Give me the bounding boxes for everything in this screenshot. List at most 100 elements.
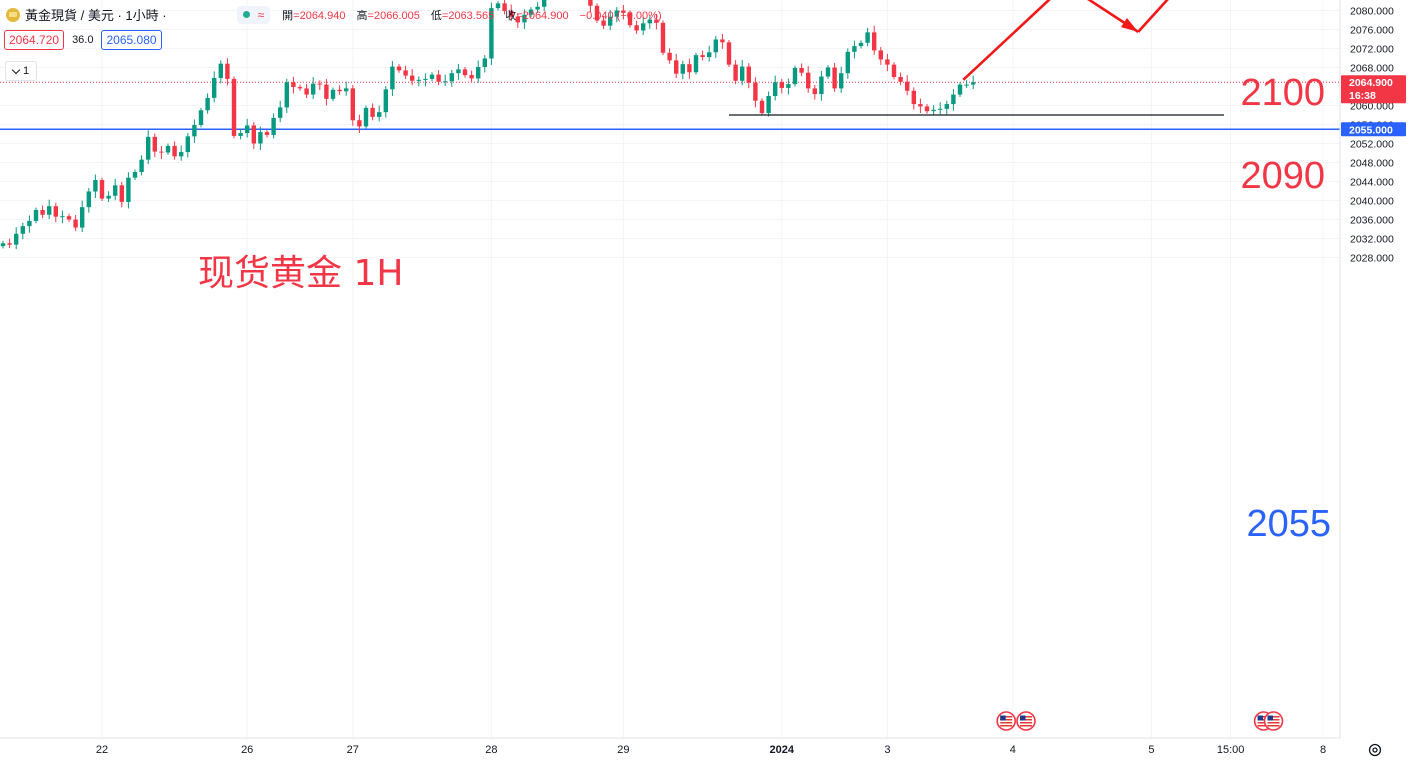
candle-body — [40, 210, 45, 215]
candle — [832, 63, 837, 92]
flag-ring — [1263, 711, 1284, 731]
time-axis: 22 26 27 28 29 2024 3 4 5 15:00 8 — [96, 744, 1326, 756]
candle — [812, 84, 817, 100]
candle-body — [80, 207, 85, 228]
candle — [47, 199, 52, 220]
candle-body — [344, 88, 349, 92]
candle — [66, 213, 72, 222]
candle — [165, 143, 171, 155]
flag-canton — [1257, 715, 1264, 721]
candle — [476, 60, 481, 83]
candle — [33, 207, 39, 224]
time-tick-label: 27 — [347, 744, 359, 756]
level-tag-2055 — [1341, 122, 1406, 137]
candle — [159, 146, 164, 160]
price-tick-label: 2060.000 — [1350, 101, 1394, 113]
buy-button[interactable]: 2065.080 — [101, 30, 162, 50]
candle-body — [66, 216, 72, 220]
time-tick-label: 3 — [884, 744, 890, 756]
candle-body — [522, 14, 527, 23]
candle-body — [152, 136, 157, 152]
chart-header: 黃金現貨 / 美元 · 1小時 · ≈ 開=2064.940 高=2066.00… — [6, 5, 670, 24]
candle — [667, 48, 672, 64]
price-tick-label: 2040.000 — [1350, 196, 1394, 208]
candle-body — [377, 112, 382, 117]
candle — [344, 81, 349, 96]
candle-body — [390, 66, 395, 90]
level-tag-label: 2055.000 — [1349, 124, 1393, 136]
candle-body — [271, 117, 276, 135]
status-dot-icon — [242, 11, 250, 18]
candle — [720, 33, 725, 49]
price-tick-label: 2032.000 — [1350, 234, 1394, 246]
candle-body — [185, 136, 190, 153]
market-status[interactable]: ≈ — [236, 5, 271, 24]
candle — [601, 16, 606, 30]
level-label-2100: 2100 — [1240, 72, 1325, 114]
projection-segment — [962, 0, 1051, 81]
candle-body — [746, 66, 751, 83]
candle — [126, 172, 131, 209]
candle — [99, 177, 105, 201]
ohlc-low: =2063.565 — [441, 9, 495, 22]
candle-body — [482, 58, 487, 68]
candle-body — [938, 108, 943, 110]
symbol-title[interactable]: 黃金現貨 / 美元 · 1小時 · — [25, 8, 167, 23]
sell-button[interactable]: 2064.720 — [4, 30, 65, 50]
candle — [891, 62, 897, 80]
candle — [614, 7, 619, 23]
candle — [7, 238, 12, 249]
flag-stripe — [1267, 716, 1280, 718]
candle — [443, 74, 448, 87]
candle-body — [931, 109, 936, 112]
candle — [740, 59, 745, 86]
candle-body — [251, 125, 256, 144]
candle-body — [944, 104, 949, 109]
candle-body — [462, 69, 468, 76]
candle-body — [918, 104, 923, 107]
price-tick-label: 2044.000 — [1350, 177, 1394, 189]
candle-body — [324, 84, 329, 99]
candle — [231, 76, 237, 139]
collapse-indicators-button[interactable]: 1 — [5, 61, 37, 81]
candle-body — [799, 67, 804, 73]
candle-body — [357, 120, 362, 127]
candle-body — [416, 79, 421, 81]
candle-body — [891, 64, 897, 77]
candle-body — [403, 70, 408, 76]
time-tick-label: 4 — [1010, 744, 1016, 756]
candle — [634, 20, 639, 34]
candle-body — [476, 67, 481, 79]
candle — [403, 65, 408, 79]
candle-body — [27, 220, 32, 227]
candle — [185, 132, 190, 158]
flag-stripe — [1257, 725, 1270, 727]
candle-body — [687, 64, 692, 73]
candle-body — [245, 125, 250, 134]
candle — [786, 78, 791, 95]
candle-body — [14, 233, 19, 245]
candle-body — [264, 132, 270, 135]
candle-body — [410, 75, 415, 81]
candle-body — [720, 39, 725, 43]
candle-body — [449, 73, 454, 82]
price-tick-label: 2052.000 — [1350, 139, 1394, 151]
candle-body — [311, 83, 316, 95]
candle-body — [113, 185, 118, 196]
candle — [680, 60, 685, 80]
candle-body — [93, 180, 98, 192]
candle-body — [773, 82, 778, 96]
settings-icon[interactable] — [1367, 742, 1383, 758]
candle — [93, 174, 98, 199]
candle — [951, 89, 956, 111]
candle-body — [924, 106, 930, 112]
projection-segment — [1137, 0, 1169, 33]
candle-body — [647, 19, 652, 24]
candle-body — [819, 76, 824, 95]
candle — [535, 2, 540, 13]
candle-body — [53, 206, 58, 217]
candle — [938, 102, 943, 115]
candle-body — [436, 74, 441, 82]
